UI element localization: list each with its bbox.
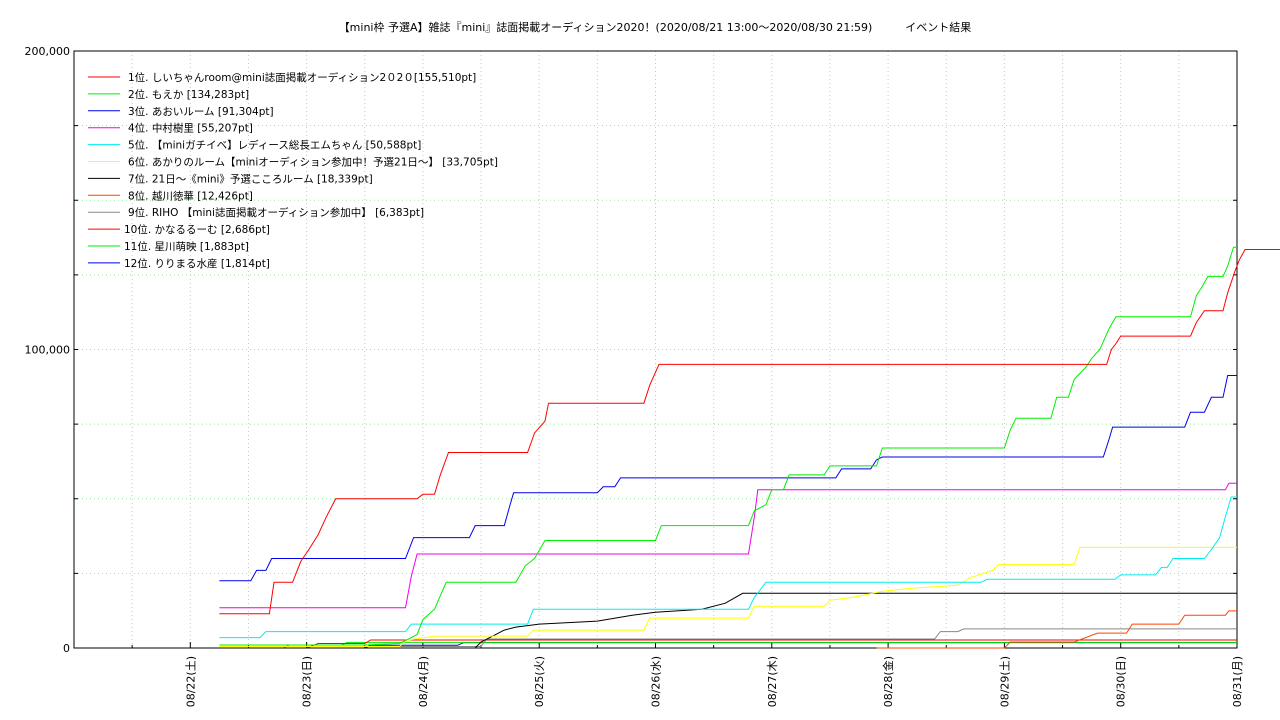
series-line [876,610,1237,649]
x-tick-label: 08/22(土) [184,656,197,707]
legend: 1位. しいちゃんroom@mini誌面掲載オーディション2０2０[155,51… [88,71,498,270]
legend-entry: 7位. 21日〜《mini》予選こころルーム [18,339pt] [128,172,373,185]
y-tick-label: 200,000 [25,45,71,58]
series-line [219,496,1237,639]
x-tick-label: 08/26(水) [650,656,663,707]
series-lines [219,246,1280,649]
x-tick-label: 08/30(日) [1115,656,1128,707]
legend-entry: 10位. かなるるーむ [2,686pt] [124,223,270,236]
series-line [219,628,1237,647]
series-line [219,375,1237,582]
x-tick-label: 08/31(月) [1231,656,1244,707]
x-tick-label: 08/23(日) [301,656,314,707]
legend-entry: 9位. RIHO 【mini誌面掲載オーディション参加中】 [6,383pt] [128,206,424,219]
series-line [219,482,1237,609]
legend-entry: 12位. りりまる水産 [1,814pt] [124,257,270,270]
x-tick-label: 08/25(火) [533,656,546,707]
x-tick-label: 08/27(木) [766,656,779,707]
x-tick-label: 08/28(金) [881,656,895,707]
legend-entry: 2位. もえか [134,283pt] [128,88,249,101]
series-line [219,642,1237,649]
series-line [219,546,1237,647]
legend-entry: 5位. 【miniガチイベ】レディース総長エムちゃん [50,588pt] [128,139,421,152]
chart-title: 【mini枠 予選A】雑誌『mini』誌面掲載オーディション2020！(2020… [338,21,972,34]
series-line [219,592,1237,649]
legend-entry: 11位. 星川萌映 [1,883pt] [124,240,249,253]
legend-entry: 4位. 中村樹里 [55,207pt] [128,122,253,135]
x-tick-label: 08/24(月) [417,656,430,707]
y-tick-label: 0 [63,642,70,655]
x-tick-label: 08/29(土) [998,656,1011,707]
y-tick-label: 100,000 [25,344,71,357]
legend-entry: 8位. 越川徳華 [12,426pt] [128,189,253,202]
legend-entry: 6位. あかりのルーム【miniオーディション参加中！予選21日〜】 [33,7… [128,156,498,169]
legend-entry: 1位. しいちゃんroom@mini誌面掲載オーディション2０2０[155,51… [128,71,476,84]
axis-ticks: 0 100,000 200,000 08/22(土) 08/23(日) 08/24(月) 0… [25,45,1245,707]
legend-entry: 3位. あおいルーム [91,304pt] [128,105,274,118]
series-line [219,249,1280,615]
series-line [219,246,1237,646]
